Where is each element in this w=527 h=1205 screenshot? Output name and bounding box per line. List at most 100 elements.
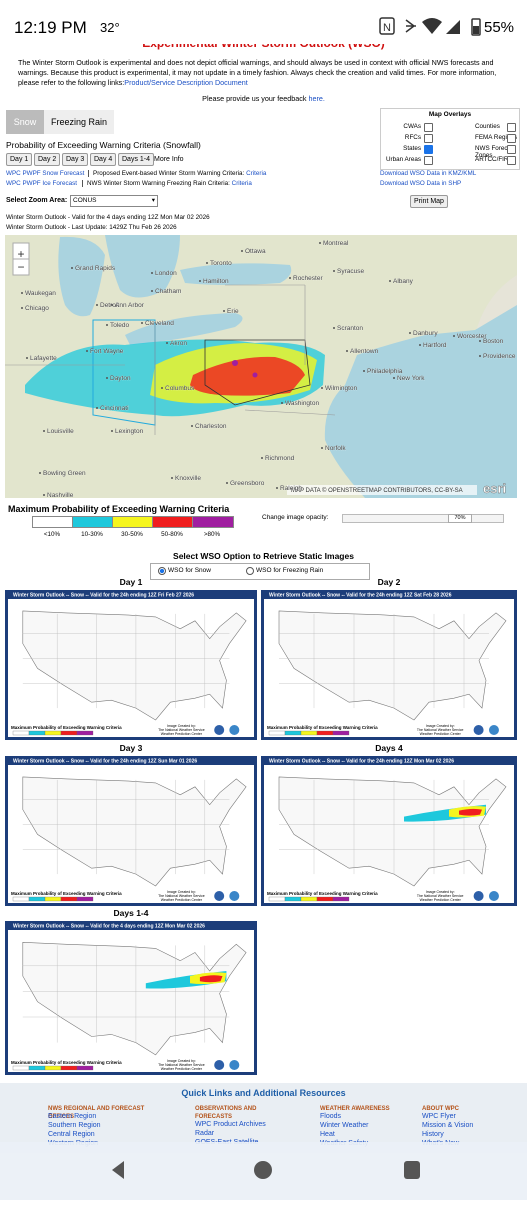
static-image[interactable]: Winter Storm Outlook -- Snow -- Valid fo… [5,590,257,740]
day-button[interactable]: Day 2 [34,153,61,166]
footer-link[interactable]: Mission & Vision [422,1122,474,1129]
intro-link[interactable]: Product/Service Description Document [124,78,248,87]
footer-link[interactable]: WPC Flyer [422,1113,456,1120]
city-dot [363,370,365,372]
image-legend-swatch [28,896,46,902]
footer-link[interactable]: Floods [320,1113,342,1120]
download-link[interactable]: Download WSO Data in KMZ/KML [380,170,477,177]
static-image[interactable]: Winter Storm Outlook -- Snow -- Valid fo… [261,756,517,906]
overlay-checkbox[interactable] [424,145,433,154]
city-label: Bowling Green [43,470,86,477]
city-dot [321,447,323,449]
opacity-value: 70% [448,514,472,523]
static-image[interactable]: Winter Storm Outlook -- Snow -- Valid fo… [261,590,517,740]
city-dot [419,344,421,346]
city-dot [171,477,173,479]
image-legend-title: Maximum Probability of Exceeding Warning… [11,891,122,896]
panel-label: Days 1-4 [113,908,149,918]
print-map[interactable]: Print Map [410,195,448,208]
city-label: Dayton [110,375,131,382]
overlay-checkbox[interactable] [507,145,516,154]
city-label: Detroit [100,302,119,309]
image-legend-swatch [76,896,94,902]
image-legend-swatch [300,730,318,736]
image-legend-swatch [332,896,350,902]
overlay-label: ARTCC/FIR [475,156,509,163]
image-legend-swatch [12,730,30,736]
criteria-link[interactable]: Criteria [231,180,252,187]
tab-freezing-rain[interactable]: Freezing Rain [44,110,114,134]
intro-text: The Winter Storm Outlook is experimental… [18,58,497,87]
image-legend-swatch [332,730,350,736]
footer-link[interactable]: Heat [320,1131,335,1138]
footer-link[interactable]: Radar [195,1130,215,1137]
product-link[interactable]: WPC PWPF Snow Forecast [6,170,85,177]
overlay-checkbox[interactable] [507,123,516,132]
overlay-checkbox[interactable] [507,134,516,143]
noaa-logo [488,891,499,901]
footer-link[interactable]: History [422,1131,444,1138]
city-label: New York [397,375,425,382]
city-label: Greensboro [230,480,265,487]
image-credit: Image Created by: [167,1059,196,1063]
day-button[interactable]: More Info [154,156,184,163]
image-legend-swatch [76,730,94,736]
radio[interactable] [158,567,166,575]
overlay-checkbox[interactable] [507,156,516,165]
overlay-checkbox[interactable] [424,123,433,132]
battery: 55% [484,19,515,36]
day-button[interactable]: Day 4 [90,153,117,166]
city-dot [333,327,335,329]
map[interactable]: MAP DATA © OPENSTREETMAP CONTRIBUTORS, C… [5,235,517,498]
day-button[interactable]: Days 1-4 [118,153,155,166]
footer-link[interactable]: Central Region [48,1131,95,1138]
image-legend-swatch [44,730,62,736]
legend-swatch [112,516,154,528]
image-title: Winter Storm Outlook -- Snow -- Valid fo… [13,593,194,599]
image-state-lines [279,613,489,709]
overlay-checkbox[interactable] [424,134,433,143]
temperature: 32° [100,20,120,35]
footer-link[interactable]: WPC Product Archives [195,1121,266,1128]
static-image[interactable]: Winter Storm Outlook -- Snow -- Valid fo… [5,756,257,906]
city-label: London [155,270,177,277]
day-button[interactable]: Day 3 [62,153,89,166]
city-label: Scranton [337,325,363,332]
city-label: Lafayette [30,355,57,362]
image-credit: Weather Prediction Center [161,1067,203,1071]
image-state-lines [279,779,489,875]
image-legend-swatch [60,896,78,902]
recents-button[interactable] [404,1161,420,1179]
footer-link[interactable]: Eastern Region [48,1113,97,1120]
city-dot [111,304,113,306]
city-label: Knoxville [175,475,201,482]
city-label: Wilmington [325,385,358,392]
day-button[interactable]: Day 1 [6,153,33,166]
zoom-value: CONUS [73,197,97,204]
static-image[interactable]: Winter Storm Outlook -- Snow -- Valid fo… [5,921,257,1075]
footer-heading: WEATHER AWARENESS [320,1106,390,1112]
back-button[interactable] [112,1161,124,1179]
city-label: Chatham [155,288,181,295]
overlay-checkbox[interactable] [424,156,433,165]
opacity-slider[interactable]: 70% [342,514,504,523]
legend-swatch [152,516,194,528]
map-overlays: Map Overlays CWAs Counties RFCs FEMA Region… [380,108,520,170]
tab-snow[interactable]: Snow [6,110,44,134]
image-legend-swatch [44,896,62,902]
home-button[interactable] [254,1161,272,1179]
image-legend-title: Maximum Probability of Exceeding Warning… [11,1060,122,1065]
radio[interactable] [246,567,254,575]
download-link[interactable]: Download WSO Data in SHP [380,180,462,187]
nws-logo [473,891,484,901]
zoom-select[interactable]: CONUS ▾ [70,195,158,207]
city-label: Raleigh [280,485,302,492]
footer-link[interactable]: Winter Weather [320,1122,369,1129]
product-link[interactable]: WPC PWPF Ice Forecast [6,180,78,187]
image-snow-red [199,975,223,983]
feedback-link[interactable]: here. [308,94,325,103]
status-bar: 12:19 PM 32° N 55% [0,0,527,44]
esri-logo: esri [483,481,506,496]
footer-link[interactable]: Southern Region [48,1122,101,1129]
criteria-link[interactable]: Criteria [246,170,267,177]
